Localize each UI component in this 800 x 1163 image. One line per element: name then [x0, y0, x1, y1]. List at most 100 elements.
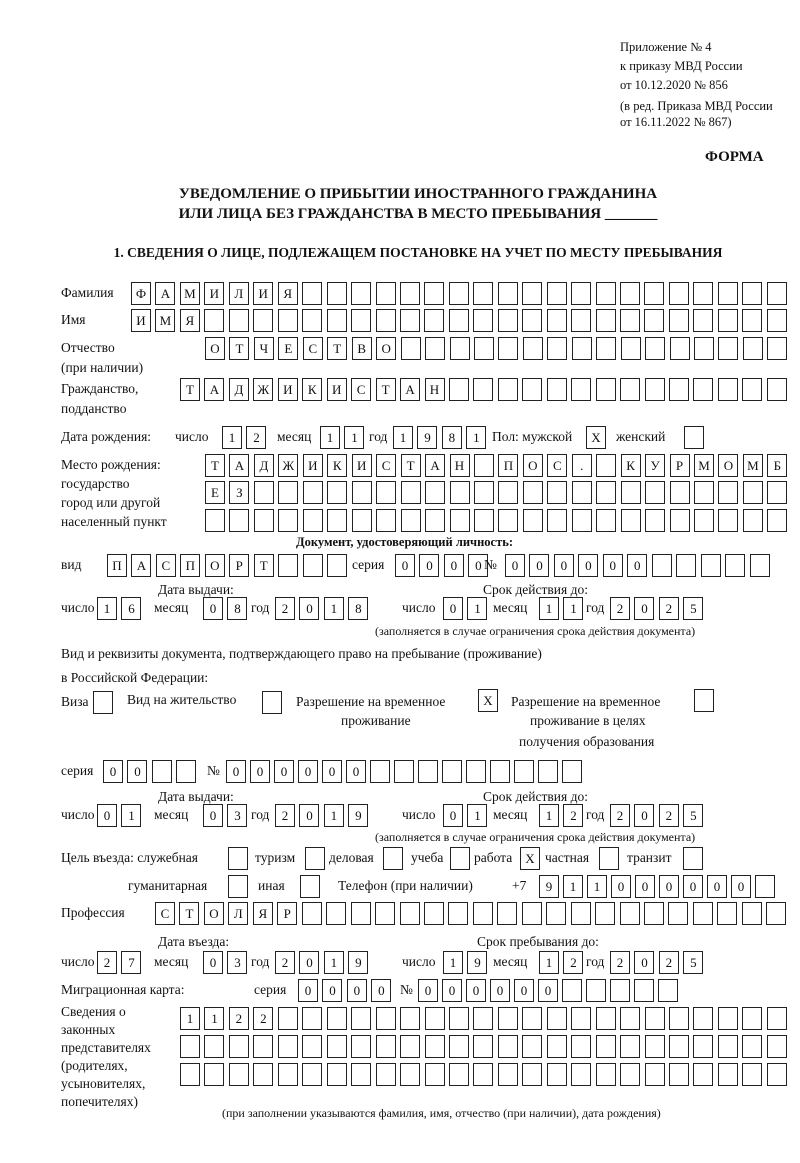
char-box[interactable]	[302, 282, 323, 305]
char-box[interactable]	[228, 847, 248, 870]
char-box[interactable]	[571, 378, 592, 401]
char-box[interactable]: И	[253, 282, 274, 305]
char-box[interactable]	[766, 309, 787, 332]
char-box[interactable]	[766, 282, 787, 305]
char-box[interactable]: 1	[563, 597, 584, 620]
char-box[interactable]: Т	[400, 454, 421, 477]
char-box[interactable]	[301, 902, 322, 925]
char-box[interactable]	[749, 554, 770, 577]
char-box[interactable]	[694, 689, 714, 712]
char-box[interactable]	[228, 1063, 249, 1086]
char-box[interactable]	[619, 902, 640, 925]
char-box[interactable]	[229, 509, 250, 532]
char-box[interactable]	[424, 309, 445, 332]
char-box[interactable]: 0	[659, 875, 679, 898]
char-box[interactable]: 9	[348, 951, 369, 974]
char-box[interactable]	[717, 309, 738, 332]
char-box[interactable]	[669, 337, 690, 360]
char-box[interactable]	[448, 1063, 469, 1086]
char-box[interactable]	[400, 481, 421, 504]
char-box[interactable]	[651, 554, 672, 577]
char-box[interactable]: 2	[275, 804, 295, 827]
char-box[interactable]	[596, 509, 617, 532]
char-box[interactable]	[448, 282, 469, 305]
char-box[interactable]	[693, 378, 714, 401]
char-box[interactable]: О	[204, 554, 225, 577]
char-box[interactable]	[669, 1063, 689, 1086]
char-box[interactable]: 3	[227, 951, 248, 974]
char-box[interactable]	[595, 902, 616, 925]
char-box[interactable]	[693, 1007, 714, 1030]
char-box[interactable]: Н	[424, 378, 445, 401]
char-box[interactable]	[595, 1035, 616, 1058]
char-box[interactable]	[204, 1035, 225, 1058]
char-box[interactable]	[277, 1063, 298, 1086]
char-box[interactable]	[766, 1007, 787, 1030]
char-box[interactable]: 0	[322, 760, 342, 783]
char-box[interactable]	[766, 1035, 787, 1058]
char-box[interactable]: 0	[634, 597, 655, 620]
char-box[interactable]	[300, 875, 320, 898]
char-box[interactable]: 1	[443, 951, 463, 974]
char-box[interactable]	[700, 554, 721, 577]
char-box[interactable]	[521, 902, 542, 925]
char-box[interactable]	[424, 1035, 445, 1058]
char-box[interactable]: 0	[346, 760, 366, 783]
char-box[interactable]	[326, 1035, 347, 1058]
char-box[interactable]: И	[277, 378, 298, 401]
char-box[interactable]: 1	[121, 804, 142, 827]
char-box[interactable]: 2	[275, 597, 295, 620]
char-box[interactable]: С	[155, 554, 176, 577]
char-box[interactable]: 0	[443, 597, 463, 620]
char-box[interactable]: 2	[610, 597, 630, 620]
char-box[interactable]: 0	[683, 875, 703, 898]
char-box[interactable]	[278, 509, 299, 532]
char-box[interactable]: И	[131, 309, 151, 332]
char-box[interactable]	[620, 1007, 641, 1030]
char-box[interactable]	[546, 1063, 567, 1086]
char-box[interactable]: Д	[253, 454, 274, 477]
char-box[interactable]	[497, 309, 518, 332]
char-box[interactable]	[595, 309, 616, 332]
char-box[interactable]: И	[302, 454, 323, 477]
char-box[interactable]	[547, 481, 568, 504]
char-box[interactable]: Н	[449, 454, 470, 477]
char-box[interactable]	[375, 902, 396, 925]
char-box[interactable]	[571, 1007, 592, 1030]
char-box[interactable]	[425, 509, 446, 532]
char-box[interactable]	[596, 454, 617, 477]
char-box[interactable]	[327, 509, 348, 532]
char-box[interactable]	[620, 481, 641, 504]
char-box[interactable]: 1	[323, 597, 344, 620]
char-box[interactable]	[228, 1035, 249, 1058]
char-box[interactable]	[262, 691, 282, 714]
char-box[interactable]	[767, 337, 788, 360]
char-box[interactable]	[302, 554, 323, 577]
char-box[interactable]: 0	[226, 760, 246, 783]
char-box[interactable]	[497, 902, 518, 925]
char-box[interactable]: 0	[203, 597, 223, 620]
char-box[interactable]: И	[351, 454, 372, 477]
char-box[interactable]	[302, 309, 323, 332]
char-box[interactable]	[424, 282, 445, 305]
char-box[interactable]	[546, 378, 567, 401]
char-box[interactable]	[644, 902, 664, 925]
char-box[interactable]: О	[718, 454, 739, 477]
char-box[interactable]	[669, 1035, 689, 1058]
char-box[interactable]: А	[425, 454, 446, 477]
char-box[interactable]	[277, 1035, 298, 1058]
char-box[interactable]: А	[229, 454, 250, 477]
char-box[interactable]: X	[520, 847, 540, 870]
char-box[interactable]	[424, 1007, 445, 1030]
char-box[interactable]: 0	[611, 875, 631, 898]
char-box[interactable]	[277, 309, 298, 332]
char-box[interactable]	[634, 979, 654, 1002]
char-box[interactable]: 0	[490, 979, 510, 1002]
char-box[interactable]	[717, 378, 738, 401]
char-box[interactable]	[327, 554, 348, 577]
char-box[interactable]	[668, 282, 689, 305]
char-box[interactable]: 0	[442, 979, 462, 1002]
char-box[interactable]	[370, 760, 390, 783]
char-box[interactable]	[448, 309, 469, 332]
char-box[interactable]: 1	[180, 1007, 200, 1030]
